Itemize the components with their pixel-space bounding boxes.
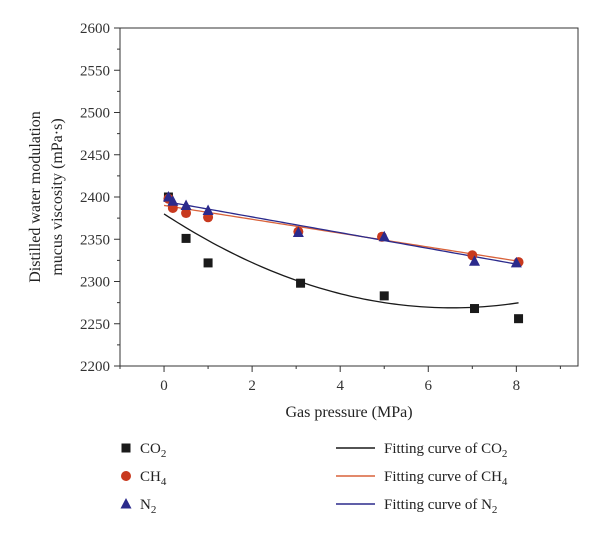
y-axis: 2200 2250 2300 2350 2400 2450 2500 2550 2600 bbox=[80, 21, 120, 375]
legend-fit-label-n2: Fitting curve of N2 bbox=[384, 497, 497, 516]
legend-marker-ch4 bbox=[121, 471, 131, 481]
data-point-co2 bbox=[181, 233, 191, 243]
y-tick-label: 2300 bbox=[80, 275, 110, 291]
y-tick-label: 2600 bbox=[80, 21, 110, 37]
fit-curves bbox=[163, 200, 519, 309]
x-axis-title: Gas pressure (MPa) bbox=[285, 404, 412, 421]
x-tick-label: 8 bbox=[513, 378, 521, 394]
y-tick-label: 2350 bbox=[80, 232, 110, 248]
x-axis: 0 2 4 6 8 bbox=[119, 366, 561, 394]
x-tick-label: 4 bbox=[336, 378, 344, 394]
y-axis-title-line2: mucus viscosity (mPa·s) bbox=[49, 118, 66, 275]
y-tick-label: 2200 bbox=[80, 359, 110, 375]
data-point-co2 bbox=[514, 314, 524, 324]
plot-frame bbox=[119, 27, 579, 367]
x-tick-label: 6 bbox=[425, 378, 433, 394]
data-point-n2 bbox=[510, 256, 522, 268]
legend-marker-co2 bbox=[121, 443, 131, 453]
data-point-n2 bbox=[167, 195, 179, 206]
plot-border bbox=[119, 27, 579, 367]
data-points bbox=[162, 191, 524, 324]
data-point-co2 bbox=[296, 278, 306, 288]
data-point-co2 bbox=[203, 258, 213, 268]
data-point-co2 bbox=[379, 291, 389, 301]
legend-fit-label-ch4: Fitting curve of CH4 bbox=[384, 469, 508, 488]
data-point-n2 bbox=[378, 230, 390, 242]
legend: CO2 CH4 N2 Fitting curve of CO2 Fitting curv… bbox=[120, 441, 508, 516]
legend-label-ch4: CH4 bbox=[140, 469, 167, 488]
data-point-n2 bbox=[180, 199, 192, 210]
legend-fit-label-co2: Fitting curve of CO2 bbox=[384, 441, 507, 460]
y-tick-label: 2450 bbox=[80, 148, 110, 164]
fit-curve-n2 bbox=[163, 200, 517, 265]
data-point-co2 bbox=[470, 304, 480, 314]
legend-label-co2: CO2 bbox=[140, 441, 166, 460]
y-tick-label: 2400 bbox=[80, 190, 110, 206]
fit-curve-co2 bbox=[163, 213, 519, 309]
x-tick-label: 2 bbox=[248, 378, 256, 394]
y-tick-label: 2550 bbox=[80, 63, 110, 79]
data-point-ch4 bbox=[181, 208, 192, 219]
data-point-n2 bbox=[202, 204, 214, 216]
legend-label-n2: N2 bbox=[140, 497, 156, 516]
y-tick-label: 2250 bbox=[80, 317, 110, 333]
legend-marker-n2 bbox=[120, 498, 132, 509]
data-point-n2 bbox=[292, 226, 304, 237]
data-point-n2 bbox=[469, 255, 481, 266]
y-axis-title-line1: Distilled water modulation bbox=[27, 111, 44, 283]
y-tick-label: 2500 bbox=[80, 106, 110, 122]
x-tick-label: 0 bbox=[160, 378, 168, 394]
